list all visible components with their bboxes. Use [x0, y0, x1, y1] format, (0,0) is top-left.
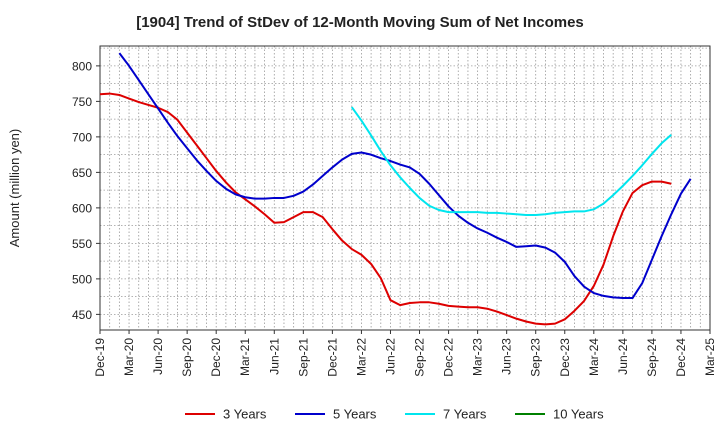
x-tick-label: Mar-22 — [354, 338, 368, 376]
x-tick-label: Jun-24 — [616, 338, 630, 375]
x-tick-label: Mar-20 — [122, 338, 136, 376]
y-tick-label: 800 — [72, 59, 92, 73]
y-tick-label: 550 — [72, 237, 92, 251]
y-tick-label: 600 — [72, 201, 92, 215]
x-tick-label: Sep-23 — [529, 338, 543, 377]
x-tick-label: Jun-23 — [500, 338, 514, 375]
x-tick-label: Dec-22 — [442, 338, 456, 377]
y-tick-label: 450 — [72, 308, 92, 322]
y-tick-label: 500 — [72, 272, 92, 286]
x-tick-label: Jun-20 — [151, 338, 165, 375]
x-tick-label: Dec-21 — [325, 338, 339, 377]
plot-area — [100, 46, 710, 330]
y-tick-label: 650 — [72, 166, 92, 180]
series-line-3-years — [99, 92, 672, 326]
x-tick-label: Mar-23 — [471, 338, 485, 376]
x-tick-label: Dec-24 — [674, 338, 688, 377]
legend-label-5-years: 5 Years — [333, 407, 377, 422]
legend-label-3-years: 3 Years — [223, 407, 267, 422]
legend-label-7-years: 7 Years — [443, 407, 487, 422]
series-line-7-years — [350, 106, 672, 216]
x-tick-label: Sep-24 — [645, 338, 659, 377]
x-tick-label: Mar-24 — [587, 338, 601, 376]
x-tick-label: Dec-19 — [93, 338, 107, 377]
x-tick-label: Sep-21 — [296, 338, 310, 377]
x-tick-label: Sep-22 — [413, 338, 427, 377]
x-tick-label: Jun-21 — [267, 338, 281, 375]
y-tick-label: 700 — [72, 130, 92, 144]
y-axis-label: Amount (million yen) — [7, 129, 22, 248]
plot-frame — [99, 45, 711, 331]
y-tick-label: 750 — [72, 95, 92, 109]
x-tick-label: Sep-20 — [180, 338, 194, 377]
x-tick-label: Dec-20 — [209, 338, 223, 377]
chart-title: [1904] Trend of StDev of 12-Month Moving… — [136, 14, 584, 31]
series-line-5-years — [118, 52, 692, 300]
x-tick-label: Dec-23 — [558, 338, 572, 377]
x-tick-label: Jun-22 — [383, 338, 397, 375]
x-tick-label: Mar-21 — [238, 338, 252, 376]
legend-label-10-years: 10 Years — [553, 407, 604, 422]
x-tick-label: Mar-25 — [703, 338, 717, 376]
